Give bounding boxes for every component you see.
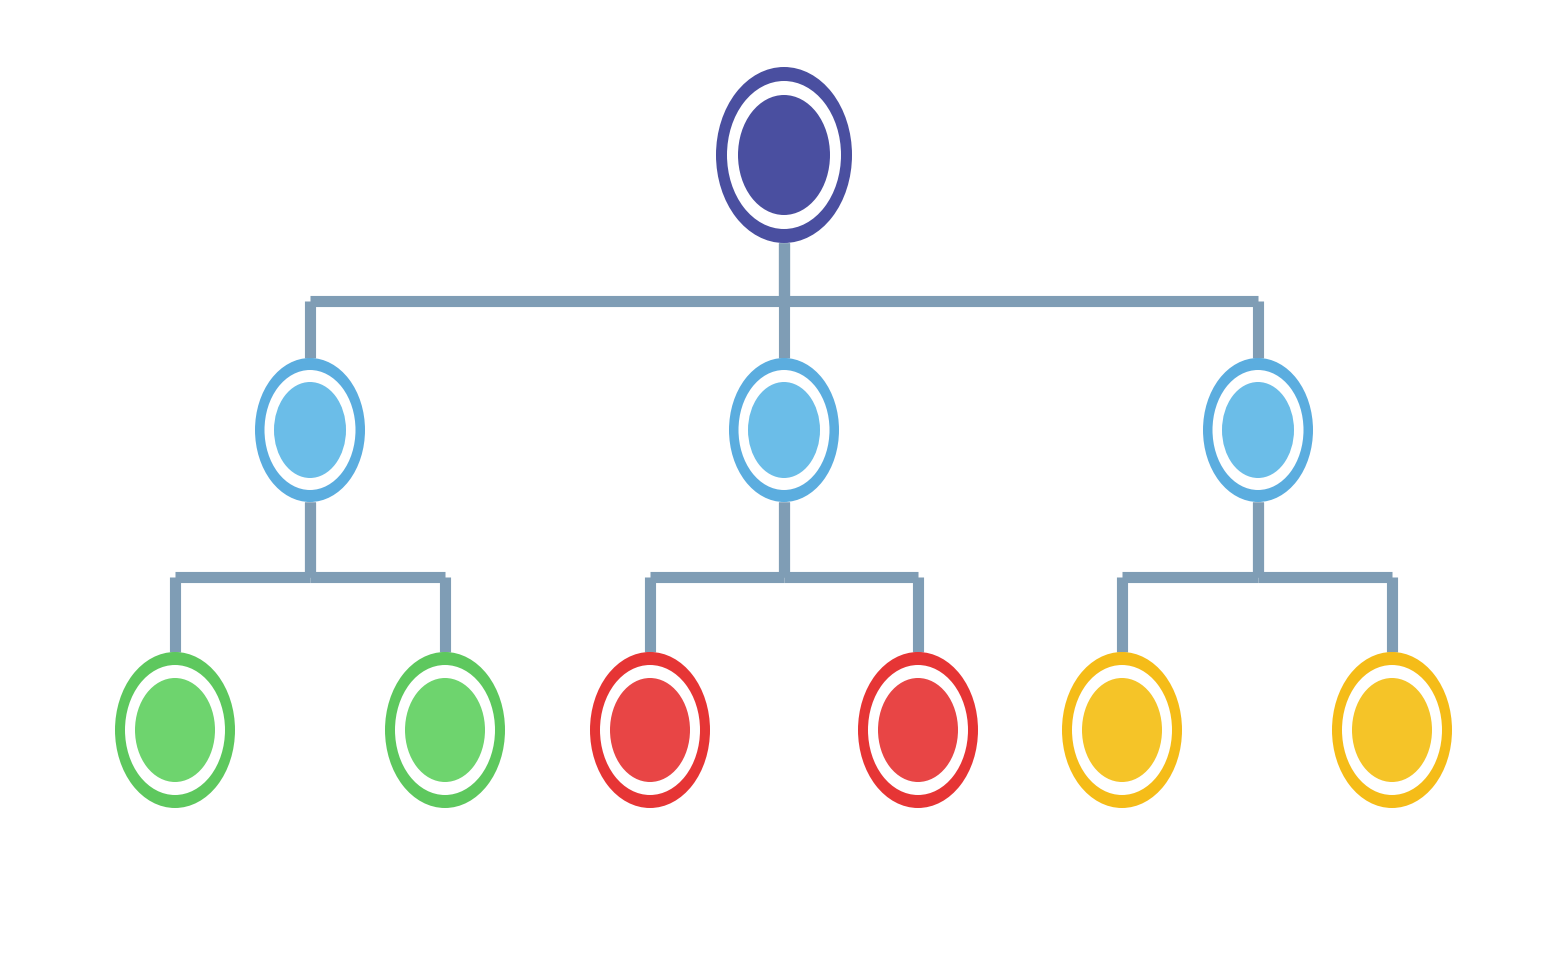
Ellipse shape: [1203, 358, 1312, 502]
Ellipse shape: [748, 382, 820, 478]
Ellipse shape: [1212, 370, 1303, 490]
Ellipse shape: [256, 358, 365, 502]
Ellipse shape: [1082, 678, 1162, 782]
Ellipse shape: [1331, 652, 1452, 808]
Ellipse shape: [135, 678, 215, 782]
Ellipse shape: [1352, 678, 1432, 782]
Ellipse shape: [728, 81, 840, 229]
Ellipse shape: [739, 370, 829, 490]
Ellipse shape: [739, 95, 829, 215]
Ellipse shape: [858, 652, 978, 808]
Ellipse shape: [405, 678, 485, 782]
Ellipse shape: [1342, 665, 1443, 795]
Ellipse shape: [1073, 665, 1171, 795]
Ellipse shape: [610, 678, 690, 782]
Ellipse shape: [869, 665, 967, 795]
Ellipse shape: [601, 665, 699, 795]
Ellipse shape: [114, 652, 235, 808]
Ellipse shape: [729, 358, 839, 502]
Ellipse shape: [395, 665, 495, 795]
Ellipse shape: [878, 678, 958, 782]
Ellipse shape: [590, 652, 710, 808]
Ellipse shape: [1062, 652, 1182, 808]
Ellipse shape: [717, 67, 851, 243]
Ellipse shape: [274, 382, 347, 478]
Ellipse shape: [265, 370, 356, 490]
Ellipse shape: [1221, 382, 1294, 478]
Ellipse shape: [386, 652, 505, 808]
Ellipse shape: [125, 665, 224, 795]
